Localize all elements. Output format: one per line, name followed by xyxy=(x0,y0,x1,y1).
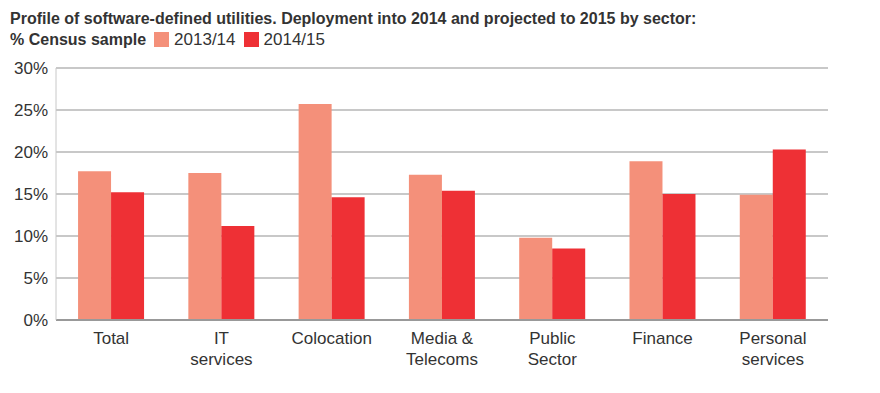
svg-text:5%: 5% xyxy=(23,269,48,288)
html-text:Profile of software-defined ut: Profile of software-defined utilities. D… xyxy=(10,10,697,48)
svg-text:Finance: Finance xyxy=(632,329,692,348)
html-text:2013/14: 2013/14 xyxy=(174,30,236,49)
svg-text:20%: 20% xyxy=(14,143,48,162)
svg-text:ITservices: ITservices xyxy=(190,329,252,369)
svg-text:Colocation: Colocation xyxy=(292,329,372,348)
svg-text:Media &Telecoms: Media &Telecoms xyxy=(406,329,478,369)
html-text:2014/15: 2014/15 xyxy=(263,30,325,49)
svg-text:Total: Total xyxy=(93,329,129,348)
svg-text:15%: 15% xyxy=(14,185,48,204)
svg-text:PublicSector: PublicSector xyxy=(528,329,577,369)
svg-text:30%: 30% xyxy=(14,59,48,78)
svg-text:10%: 10% xyxy=(14,227,48,246)
svg-text:25%: 25% xyxy=(14,101,48,120)
svg-text:Personalservices: Personalservices xyxy=(739,329,806,369)
svg-text:0%: 0% xyxy=(23,311,48,330)
